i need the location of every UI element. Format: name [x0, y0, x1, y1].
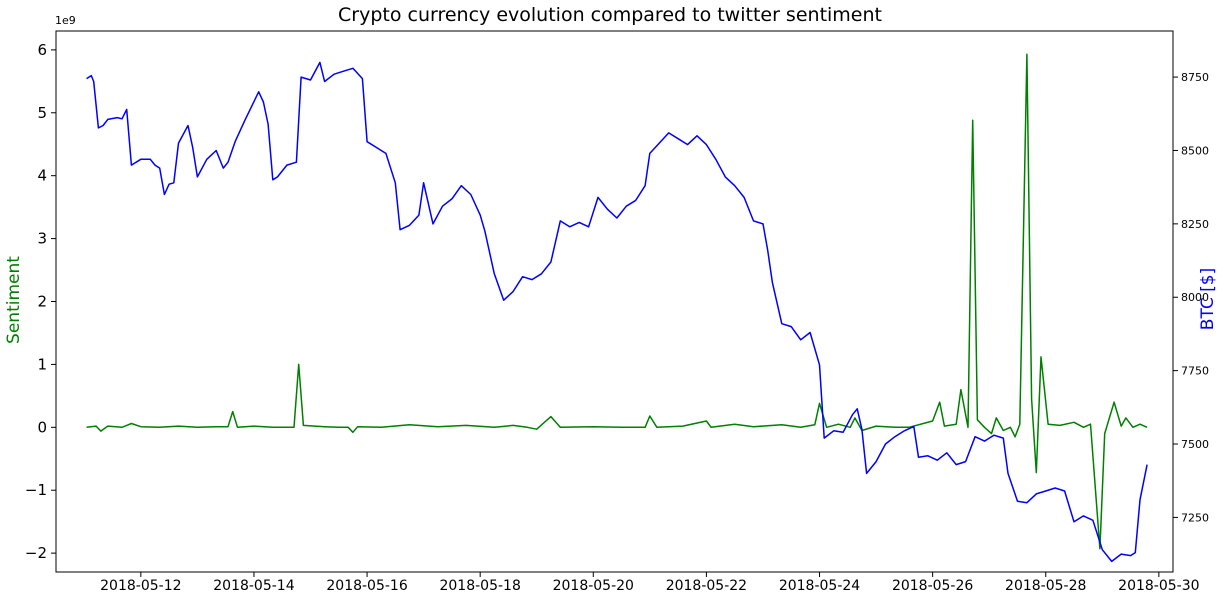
left-tick-label: 0: [37, 418, 47, 436]
x-tick-label: 2018-05-12: [100, 578, 181, 594]
x-tick-label: 2018-05-14: [213, 578, 294, 594]
chart-title: Crypto currency evolution compared to tw…: [338, 4, 882, 26]
x-tick-label: 2018-05-30: [1118, 578, 1199, 594]
x-tick-label: 2018-05-20: [553, 578, 634, 594]
right-tick-label: 8000: [1181, 291, 1209, 304]
right-tick-label: 8750: [1181, 71, 1209, 84]
right-tick-label: 8500: [1181, 144, 1209, 157]
left-tick-label: 6: [37, 41, 47, 59]
x-tick-label: 2018-05-18: [439, 578, 520, 594]
left-axis-label: Sentiment: [4, 256, 24, 344]
x-tick-label: 2018-05-26: [892, 578, 973, 594]
x-tick-label: 2018-05-24: [779, 578, 860, 594]
left-tick-label: 5: [37, 104, 47, 122]
x-tick-label: 2018-05-22: [666, 578, 747, 594]
left-tick-label: 3: [37, 230, 47, 248]
left-axis-offset-text: 1e9: [55, 14, 76, 27]
right-tick-label: 8250: [1181, 218, 1209, 231]
right-tick-label: 7500: [1181, 438, 1209, 451]
right-tick-label: 7250: [1181, 511, 1209, 524]
x-tick-label: 2018-05-16: [326, 578, 407, 594]
plot-frame: [55, 30, 1174, 573]
left-tick-label: 4: [37, 167, 47, 185]
right-tick-label: 7750: [1181, 365, 1209, 378]
left-tick-label: −1: [25, 481, 47, 499]
left-tick-label: 1: [37, 355, 47, 373]
left-tick-label: 2: [37, 293, 47, 311]
left-tick-label: −2: [25, 544, 47, 562]
right-axis-label: BTC [$]: [1198, 268, 1218, 330]
series-line-btc: [86, 61, 1148, 563]
x-tick-label: 2018-05-28: [1005, 578, 1086, 594]
series-line-sentiment: [86, 53, 1148, 550]
